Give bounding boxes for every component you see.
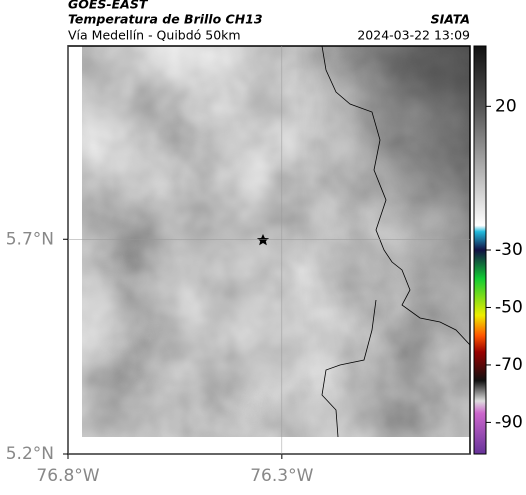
y-tick-label: 5.2°N <box>6 444 54 464</box>
colorbar-label: -90 <box>495 412 523 432</box>
y-tick-label: 5.7°N <box>6 229 54 249</box>
colorbar-label: -70 <box>495 355 523 375</box>
x-tick-label: 76.8°W <box>36 466 99 486</box>
colorbar-label: 20 <box>495 96 517 116</box>
satellite-image <box>82 46 470 437</box>
x-tick-label: 76.3°W <box>250 466 313 486</box>
subtitle: Vía Medellín - Quibdó 50km <box>68 28 241 43</box>
agency: SIATA <box>431 12 470 27</box>
location-marker <box>257 234 269 246</box>
colorbar <box>473 45 487 455</box>
datetime: 2024-03-22 13:09 <box>357 28 470 43</box>
title: Temperatura de Brillo CH13 <box>68 12 263 27</box>
colorbar-label: -30 <box>495 240 523 260</box>
source: GOES-EAST <box>68 0 149 12</box>
colorbar-label: -50 <box>495 297 523 317</box>
